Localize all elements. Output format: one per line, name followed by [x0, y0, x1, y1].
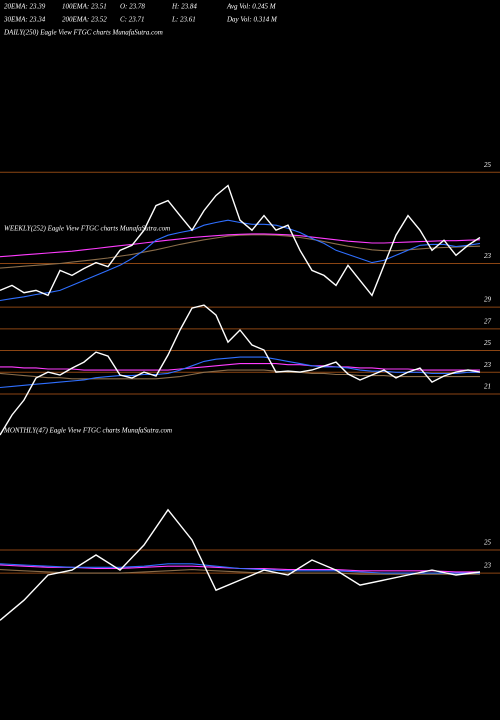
series-line	[0, 304, 481, 436]
series-line	[0, 184, 481, 297]
header-text: 20EMA: 23.39	[4, 3, 46, 11]
header-text: O: 23.78	[120, 3, 145, 11]
series-line	[0, 219, 481, 302]
y-tick-label: 23	[484, 361, 492, 369]
series-line	[0, 356, 480, 389]
header-text: H: 23.84	[171, 3, 197, 11]
header-text: Avg Vol: 0.245 M	[226, 3, 277, 11]
y-tick-label: 23	[484, 252, 492, 260]
series-line	[0, 569, 480, 575]
header-text: C: 23.71	[120, 16, 145, 24]
header-text: L: 23.61	[171, 16, 196, 24]
series-line	[0, 508, 481, 621]
y-tick-label: 23	[484, 562, 492, 570]
chart-title: WEEKLY(252) Eagle View FTGC charts Munaf…	[4, 225, 170, 233]
chart-title: DAILY(250) Eagle View FTGC charts Munafa…	[3, 29, 163, 37]
header-text: 100EMA: 23.51	[62, 3, 107, 11]
series-line	[0, 363, 480, 371]
header-text: Day Vol: 0.314 M	[226, 16, 278, 24]
header-text: 200EMA: 23.52	[62, 16, 107, 24]
series-line	[0, 563, 480, 574]
y-tick-label: 25	[484, 161, 492, 169]
chart-title: MONTHLY(47) Eagle View FTGC charts Munaf…	[3, 427, 172, 435]
y-tick-label: 29	[484, 296, 492, 304]
y-tick-label: 27	[484, 317, 492, 325]
y-tick-label: 21	[484, 383, 491, 391]
series-line	[0, 234, 481, 269]
header-text: 30EMA: 23.34	[3, 16, 46, 24]
y-tick-label: 25	[484, 339, 492, 347]
series-line	[0, 233, 481, 258]
y-tick-label: 25	[484, 539, 492, 547]
